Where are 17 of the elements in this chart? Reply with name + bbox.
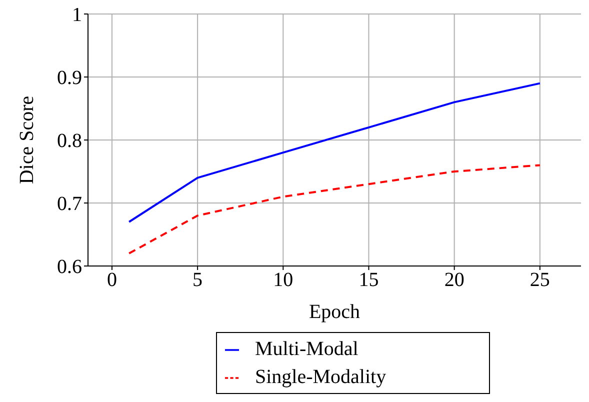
- legend-label: Single-Modality: [255, 366, 386, 388]
- y-tick-label: 0.9: [57, 67, 82, 90]
- x-axis-title: Epoch: [308, 301, 360, 323]
- x-tick-label: 25: [530, 269, 550, 292]
- y-tick-label: 1: [72, 4, 82, 26]
- x-tick-label: 5: [192, 269, 203, 292]
- line-series: [128, 82, 541, 223]
- y-tick-label: 0.8: [57, 130, 82, 152]
- y-axis-title: Dice Score: [16, 96, 38, 184]
- x-tick-label: 20: [444, 269, 464, 292]
- y-tick-label: 0.7: [57, 193, 82, 216]
- legend-label: Multi-Modal: [255, 338, 358, 360]
- line-series: [128, 164, 541, 254]
- x-tick-label: 0: [106, 269, 117, 292]
- x-tick-label: 10: [273, 269, 294, 292]
- y-tick-label: 0.6: [57, 256, 82, 278]
- x-tick-label: 15: [358, 269, 379, 292]
